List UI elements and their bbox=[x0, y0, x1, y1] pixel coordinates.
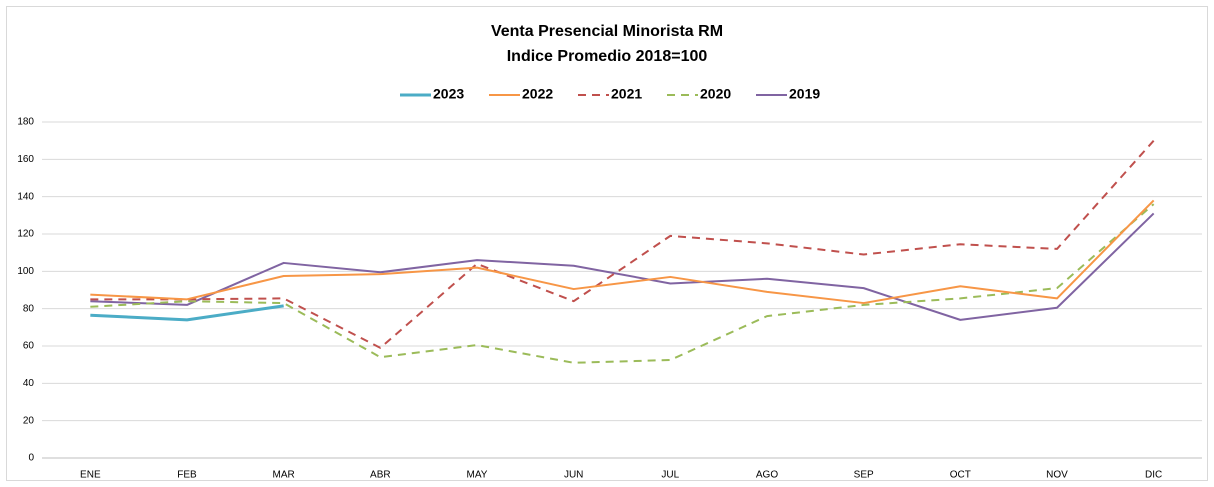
chart-border bbox=[6, 6, 1208, 481]
y-tick-label: 60 bbox=[23, 341, 35, 352]
x-tick-label: JUN bbox=[564, 470, 583, 481]
y-tick-label: 80 bbox=[23, 303, 35, 314]
y-tick-label: 0 bbox=[28, 453, 34, 464]
x-tick-label: DIC bbox=[1145, 470, 1162, 481]
series-line bbox=[90, 212, 1155, 321]
y-tick-label: 40 bbox=[23, 378, 35, 389]
series-line bbox=[90, 140, 1155, 349]
legend-label: 2021 bbox=[611, 86, 642, 102]
x-tick-label: FEB bbox=[177, 470, 197, 481]
chart-subtitle: Indice Promedio 2018=100 bbox=[507, 48, 708, 65]
legend-label: 2020 bbox=[700, 86, 731, 102]
y-tick-label: 160 bbox=[17, 154, 34, 165]
x-tick-label: ABR bbox=[370, 470, 391, 481]
series-line bbox=[90, 304, 284, 322]
y-tick-label: 120 bbox=[17, 229, 34, 240]
x-tick-label: MAR bbox=[273, 470, 295, 481]
y-tick-label: 180 bbox=[17, 117, 34, 128]
legend-label: 2022 bbox=[522, 86, 553, 102]
chart-title: Venta Presencial Minorista RM bbox=[491, 23, 723, 40]
legend-label: 2023 bbox=[433, 86, 464, 102]
x-tick-label: OCT bbox=[950, 470, 971, 481]
y-tick-label: 140 bbox=[17, 191, 34, 202]
legend-label: 2019 bbox=[789, 86, 820, 102]
x-tick-label: MAY bbox=[467, 470, 488, 481]
x-tick-label: NOV bbox=[1046, 470, 1068, 481]
x-tick-label: ENE bbox=[80, 470, 101, 481]
y-tick-label: 100 bbox=[17, 266, 34, 277]
x-tick-label: SEP bbox=[854, 470, 874, 481]
series-line bbox=[90, 199, 1155, 305]
x-tick-label: JUL bbox=[661, 470, 679, 481]
series-line bbox=[90, 203, 1155, 364]
y-tick-label: 20 bbox=[23, 415, 35, 426]
x-tick-label: AGO bbox=[756, 470, 778, 481]
